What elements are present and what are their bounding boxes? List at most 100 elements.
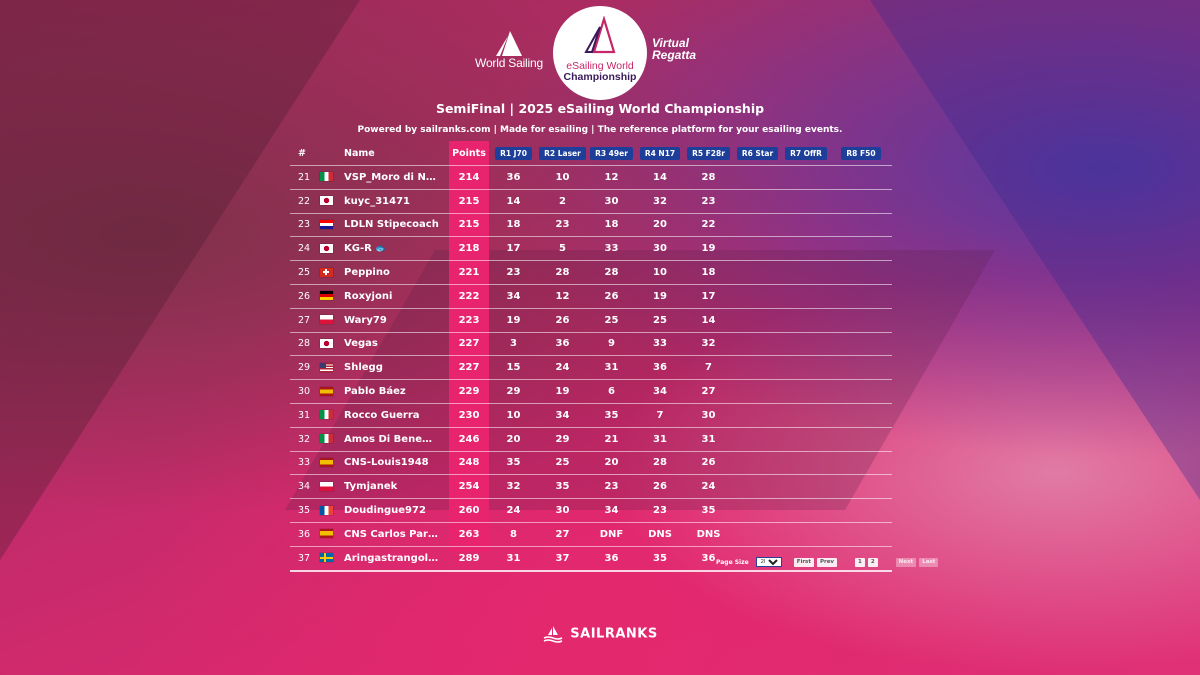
next-page-button[interactable]: Next [895, 557, 917, 567]
race-3-cell: 36 [587, 545, 636, 572]
prev-page-button[interactable]: Prev [816, 557, 838, 567]
points-cell: 215 [449, 212, 489, 237]
column-header-r2[interactable]: R2 Laser [538, 141, 587, 166]
column-header-pos: # [298, 147, 306, 159]
results-table: # Name Points R1 J70 R2 Laser R3 49er R4… [290, 141, 892, 572]
position-cell: 22 [290, 188, 314, 214]
column-header-r7[interactable]: R7 OffR [782, 141, 830, 166]
flag-cell [314, 474, 338, 499]
race-2-cell: 29 [538, 426, 587, 452]
column-header-r5[interactable]: R5 F28r [684, 141, 733, 166]
column-header-r1[interactable]: R1 J70 [489, 141, 538, 166]
header: World Sailing eSailing World Championshi… [0, 0, 1200, 110]
race-badge: R4 N17 [639, 146, 681, 160]
flag-pl-icon [319, 481, 333, 491]
race-4-cell: 34 [636, 379, 684, 404]
points-cell: 248 [449, 450, 489, 475]
competitor-name[interactable]: VSP_Moro di Na... [338, 165, 439, 190]
table-row: 26 Roxyjoni 222 34 12 26 19 17 [290, 283, 892, 309]
first-page-button[interactable]: First [793, 557, 814, 567]
competitor-name[interactable]: Shlegg [338, 355, 439, 380]
race-2-cell: 30 [538, 498, 587, 523]
race-2-cell: 34 [538, 402, 587, 428]
race-5-cell: 17 [684, 283, 733, 309]
table-row: 33 CNS-Louis1948 248 35 25 20 28 26 [290, 450, 892, 475]
competitor-name[interactable]: Vegas [338, 331, 439, 356]
flag-es-icon [319, 457, 333, 467]
race-6-cell [733, 474, 782, 499]
column-header-r8[interactable]: R8 F50 [830, 141, 892, 166]
race-3-cell: 23 [587, 474, 636, 499]
competitor-name[interactable]: Tymjanek [338, 474, 439, 499]
race-3-cell: 12 [587, 165, 636, 190]
position-cell: 23 [290, 212, 314, 237]
race-4-cell: 7 [636, 402, 684, 428]
flag-se-icon [319, 553, 333, 563]
competitor-name[interactable]: Peppino [338, 260, 439, 285]
competitor-name[interactable]: CNS Carlos Parejo [338, 521, 439, 547]
table-row: 24 KG-R 🐟 218 17 5 33 30 19 [290, 236, 892, 261]
race-6-cell [733, 307, 782, 333]
competitor-name[interactable]: Aringastrangolat... [338, 545, 439, 572]
virtual-regatta-logo: Virtual Regatta [652, 37, 722, 61]
competitor-name[interactable]: Roxyjoni [338, 283, 439, 309]
page-2-button[interactable]: 2 [867, 557, 878, 567]
race-3-cell: 18 [587, 212, 636, 237]
spacer-cell [439, 521, 449, 547]
footer-brand: SAILRANKS [570, 626, 658, 642]
race-7-cell [782, 521, 830, 547]
race-5-cell: 22 [684, 212, 733, 237]
race-4-cell: DNS [636, 521, 684, 547]
race-2-cell: 5 [538, 236, 587, 261]
table-row: 27 Wary79 223 19 26 25 25 14 [290, 307, 892, 333]
column-header-spacer [439, 141, 449, 166]
race-7-cell [782, 212, 830, 237]
competitor-name[interactable]: Wary79 [338, 307, 439, 333]
page-size-select[interactable]: 20 [755, 557, 782, 567]
race-badge: R3 49er [590, 146, 633, 160]
race-5-cell: 30 [684, 402, 733, 428]
race-6-cell [733, 165, 782, 190]
race-4-cell: 31 [636, 426, 684, 452]
race-2-cell: 27 [538, 521, 587, 547]
flag-es-icon [319, 529, 333, 539]
race-2-cell: 26 [538, 307, 587, 333]
competitor-name[interactable]: kuyc_31471 [338, 188, 439, 214]
column-header-points[interactable]: Points [452, 147, 486, 159]
competitor-name[interactable]: LDLN Stipecoach [338, 212, 439, 237]
competitor-name[interactable]: CNS-Louis1948 [338, 450, 439, 475]
spacer-cell [439, 307, 449, 333]
competitor-name[interactable]: KG-R 🐟 [338, 236, 439, 261]
race-1-cell: 18 [489, 212, 538, 237]
race-7-cell [782, 379, 830, 404]
esailing-sail-icon [584, 15, 616, 54]
column-header-r6[interactable]: R6 Star [733, 141, 782, 166]
competitor-name-text: Vegas [344, 338, 378, 350]
competitor-name[interactable]: Amos Di Benede... [338, 426, 439, 452]
race-2-cell: 10 [538, 165, 587, 190]
race-6-cell [733, 450, 782, 475]
race-8-cell [830, 355, 892, 380]
last-page-button[interactable]: Last [919, 557, 939, 567]
race-3-cell: 26 [587, 283, 636, 309]
virtual-text: Virtual [652, 36, 689, 50]
race-2-cell: 24 [538, 355, 587, 380]
spacer-cell [439, 236, 449, 261]
race-1-cell: 8 [489, 521, 538, 547]
column-header-r3[interactable]: R3 49er [587, 141, 636, 166]
competitor-name[interactable]: Pablo Báez [338, 379, 439, 404]
page-1-button[interactable]: 1 [855, 557, 865, 567]
race-2-cell: 19 [538, 379, 587, 404]
race-4-cell: 26 [636, 474, 684, 499]
column-header-name[interactable]: Name [344, 147, 375, 159]
position-cell: 25 [290, 260, 314, 285]
competitor-name-text: Roxyjoni [344, 290, 393, 302]
race-6-cell [733, 426, 782, 452]
competitor-name-text: Rocco Guerra [344, 409, 420, 421]
flag-it-icon [319, 410, 333, 420]
flag-it-icon [319, 172, 333, 182]
competitor-name[interactable]: Rocco Guerra [338, 402, 439, 428]
competitor-name[interactable]: Doudingue972 [338, 498, 439, 523]
column-header-r4[interactable]: R4 N17 [636, 141, 684, 166]
race-7-cell [782, 474, 830, 499]
